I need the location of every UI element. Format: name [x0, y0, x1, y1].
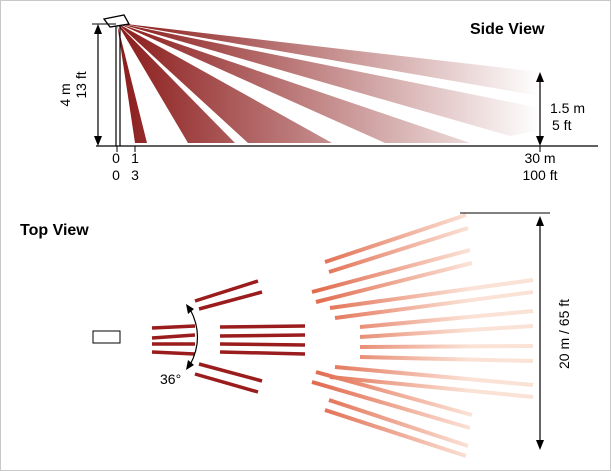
axis-bottom-100ft: 100 ft [522, 167, 557, 183]
side-view-title: Side View [470, 21, 545, 38]
height-dimension [92, 23, 116, 146]
mounting-pole [115, 26, 121, 146]
side-beam-1 [117, 23, 147, 143]
near-beams [151, 279, 306, 394]
side-beam-5 [117, 23, 540, 136]
detector-top-icon [92, 330, 121, 344]
side-beams [117, 23, 540, 143]
height-ft-label: 13 ft [73, 71, 89, 98]
target-height-dimension [536, 72, 544, 146]
axis-top-30m: 30 m [524, 150, 555, 166]
target-m-label: 1.5 m [550, 100, 585, 116]
axis-bottom-0: 0 [112, 167, 120, 183]
axis-top-0: 0 [112, 150, 120, 166]
side-beam-4 [117, 23, 470, 143]
side-beam-3 [117, 23, 332, 143]
far-beams [311, 213, 534, 458]
width-label: 20 m / 65 ft [556, 299, 572, 369]
side-view: 4 m 13 ft 1.5 m 5 ft 0 1 30 m 0 3 100 ft… [57, 14, 598, 183]
side-beam-2 [117, 23, 235, 143]
width-dimension [460, 212, 550, 450]
target-ft-label: 5 ft [552, 117, 572, 133]
top-view-title: Top View [20, 222, 89, 239]
axis-top-1: 1 [131, 150, 139, 166]
angle-label: 36° [160, 371, 181, 387]
side-beam-6 [117, 23, 540, 96]
angle-arc [186, 304, 199, 370]
height-m-label: 4 m [57, 83, 73, 106]
axis-bottom-3: 3 [131, 167, 139, 183]
detector-icon [102, 14, 131, 28]
top-view: Top View [20, 212, 572, 458]
